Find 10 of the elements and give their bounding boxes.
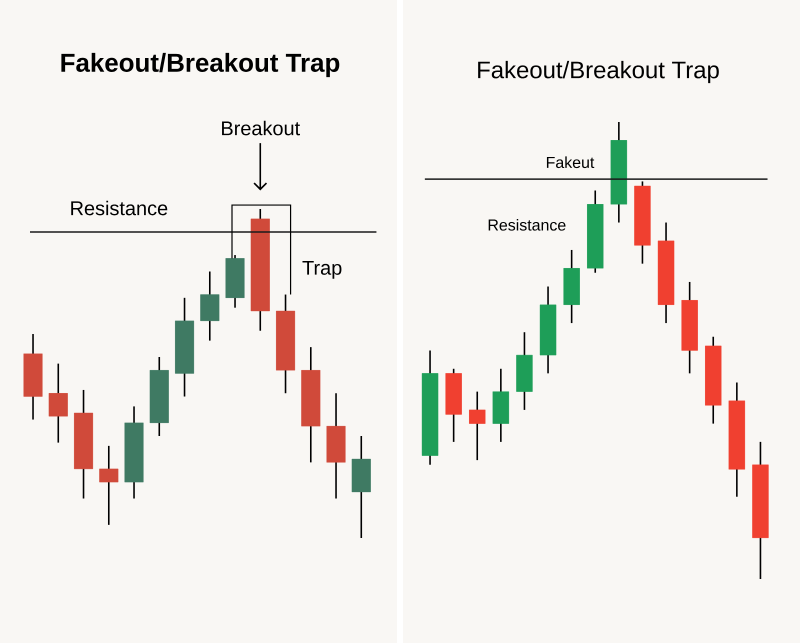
- annotation: Trap: [302, 260, 342, 279]
- ref-line-label: Resistance: [71, 200, 168, 216]
- candlestick: [469, 390, 486, 461]
- chart-title: Fakeout/Breakout Trap: [61, 52, 340, 78]
- annotation: Fakeut: [546, 156, 594, 168]
- text: Breakout: [222, 120, 300, 136]
- candlestick: [48, 362, 68, 444]
- candlestick: [99, 445, 118, 526]
- ref-line-label: Resistance: [488, 218, 566, 231]
- chart-title: Fakeout/Breakout Trap: [478, 60, 719, 84]
